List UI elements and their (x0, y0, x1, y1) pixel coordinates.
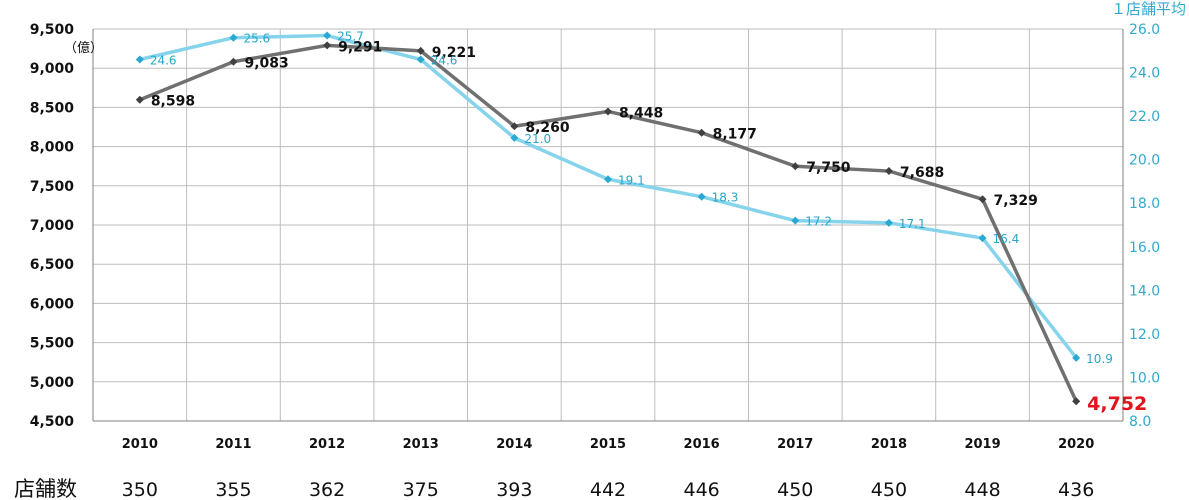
x-tick-label: 2013 (403, 437, 439, 452)
left-tick-label: 9,500 (30, 22, 75, 38)
total-data-label: 7,688 (900, 165, 944, 181)
right-tick-label: 22.0 (1129, 109, 1160, 125)
x-tick-label: 2015 (590, 437, 626, 452)
x-axis-ticks: 2010 2011 2012 2013 2014 2015 2016 2017 2018 2019… (122, 437, 1095, 452)
average-data-label: 18.3 (712, 191, 739, 205)
average-point (229, 33, 238, 42)
total-data-label: 8,598 (151, 94, 195, 110)
store-count-value: 450 (871, 479, 907, 500)
average-data-label: 17.2 (805, 215, 832, 229)
x-tick-label: 2019 (964, 437, 1000, 452)
grid (92, 28, 1124, 422)
total-data-label: 8,177 (713, 127, 757, 143)
total-point (323, 41, 332, 50)
total-point (791, 162, 800, 171)
left-tick-label: 9,000 (30, 61, 75, 77)
store-count-value: 350 (122, 479, 158, 500)
average-data-label: 21.0 (524, 132, 551, 146)
right-tick-label: 10.0 (1129, 370, 1160, 386)
store-count-value: 393 (496, 479, 532, 500)
total-point (604, 107, 612, 116)
right-tick-label: 26.0 (1129, 22, 1160, 38)
x-tick-label: 2018 (871, 437, 907, 452)
average-point (323, 31, 332, 40)
series (135, 31, 1081, 406)
average-point (791, 216, 800, 225)
total-data-label: 7,329 (994, 193, 1038, 209)
data-labels: 8,598 9,083 9,291 9,221 8,260 8,448 8,177 7,750… (150, 30, 1147, 416)
total-data-label: 8,260 (525, 120, 570, 136)
x-tick-label: 2020 (1058, 437, 1094, 452)
average-point (510, 133, 519, 142)
average-data-label: 25.7 (337, 30, 364, 44)
store-count-value: 436 (1058, 479, 1094, 500)
total-data-label: 9,291 (338, 39, 382, 55)
total-data-label: 9,083 (244, 56, 288, 72)
total-point (884, 167, 893, 176)
left-tick-label: 5,000 (30, 375, 75, 391)
store-count-values: 350 355 362 375 393 442 446 450 450 448 436 (122, 479, 1095, 500)
left-tick-label: 7,000 (30, 218, 75, 234)
average-data-label: 25.6 (243, 32, 270, 46)
x-tick-label: 2016 (684, 437, 720, 452)
total-data-label: 9,221 (432, 45, 476, 61)
store-count-value: 446 (684, 479, 720, 500)
total-point (229, 57, 238, 66)
left-tick-label: 4,500 (30, 414, 75, 430)
store-count-value: 448 (964, 479, 1000, 500)
average-data-label: 24.6 (150, 53, 177, 67)
right-tick-label: 18.0 (1129, 196, 1160, 212)
average-data-label: 19.1 (618, 173, 645, 187)
average-point (135, 55, 144, 64)
average-point (697, 192, 706, 201)
total-point (510, 122, 519, 131)
x-tick-label: 2012 (309, 437, 345, 452)
store-count-value: 450 (777, 479, 813, 500)
x-tick-label: 2017 (777, 437, 813, 452)
right-tick-label: 14.0 (1129, 283, 1160, 299)
left-tick-label: 5,500 (30, 336, 75, 352)
average-point (978, 234, 987, 243)
x-tick-label: 2014 (496, 437, 532, 452)
average-data-label: 17.1 (899, 217, 926, 231)
right-tick-label: 16.0 (1129, 240, 1160, 256)
store-count-value: 355 (215, 479, 251, 500)
right-tick-label: 24.0 (1129, 66, 1160, 82)
total-point (1072, 397, 1081, 406)
store-count-label: 店舗数 (14, 477, 77, 500)
left-tick-label: 6,500 (30, 257, 75, 273)
right-tick-label: 12.0 (1129, 327, 1160, 343)
store-count-value: 442 (590, 479, 626, 500)
left-tick-label: 7,500 (30, 179, 75, 195)
average-data-label: 16.4 (993, 232, 1020, 246)
left-axis-ticks: 4,500 5,000 5,500 6,000 6,500 7,000 7,500 8,000… (30, 22, 75, 430)
average-point (884, 218, 893, 227)
store-count-value: 362 (309, 479, 345, 500)
total-data-label: 8,448 (619, 105, 663, 121)
average-data-label: 10.9 (1086, 352, 1113, 366)
total-point (135, 95, 144, 104)
right-axis-ticks: 8.0 10.0 12.0 14.0 16.0 18.0 20.0 22.0 24.0 26.0 (1129, 22, 1160, 430)
total-data-label: 7,750 (806, 160, 851, 176)
right-tick-label: 20.0 (1129, 153, 1160, 169)
left-tick-label: 8,500 (30, 100, 75, 116)
total-point (697, 128, 706, 137)
average-point (1072, 353, 1081, 362)
total-point (978, 195, 987, 204)
right-tick-label: 8.0 (1129, 414, 1151, 430)
total-point (416, 46, 425, 55)
left-axis-unit: （億） (64, 40, 103, 56)
x-tick-label: 2010 (122, 437, 158, 452)
right-axis-unit: １店舗平均 (1111, 0, 1186, 18)
left-tick-label: 6,000 (30, 296, 75, 312)
left-tick-label: 8,000 (30, 140, 75, 156)
average-point (416, 55, 425, 64)
axes (92, 29, 1124, 422)
total-data-label: 4,752 (1087, 393, 1147, 415)
store-count-value: 375 (403, 479, 439, 500)
x-tick-label: 2011 (215, 437, 251, 452)
average-data-label: 24.6 (431, 53, 458, 67)
average-point (604, 175, 612, 184)
